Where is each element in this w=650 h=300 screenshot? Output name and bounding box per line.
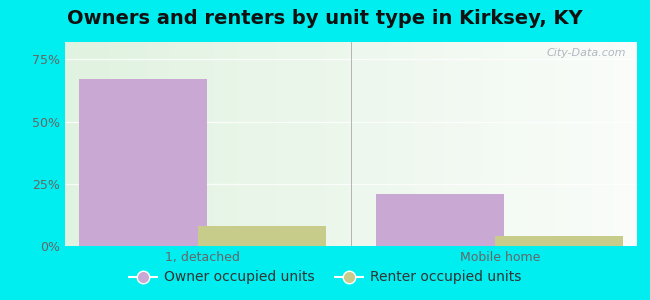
Legend: Owner occupied units, Renter occupied units: Owner occupied units, Renter occupied un… — [124, 265, 526, 290]
Bar — [376, 194, 504, 246]
Bar — [198, 226, 326, 246]
Bar — [79, 79, 207, 246]
Text: City-Data.com: City-Data.com — [546, 48, 625, 58]
Text: Owners and renters by unit type in Kirksey, KY: Owners and renters by unit type in Kirks… — [67, 9, 583, 28]
Bar — [495, 236, 623, 246]
